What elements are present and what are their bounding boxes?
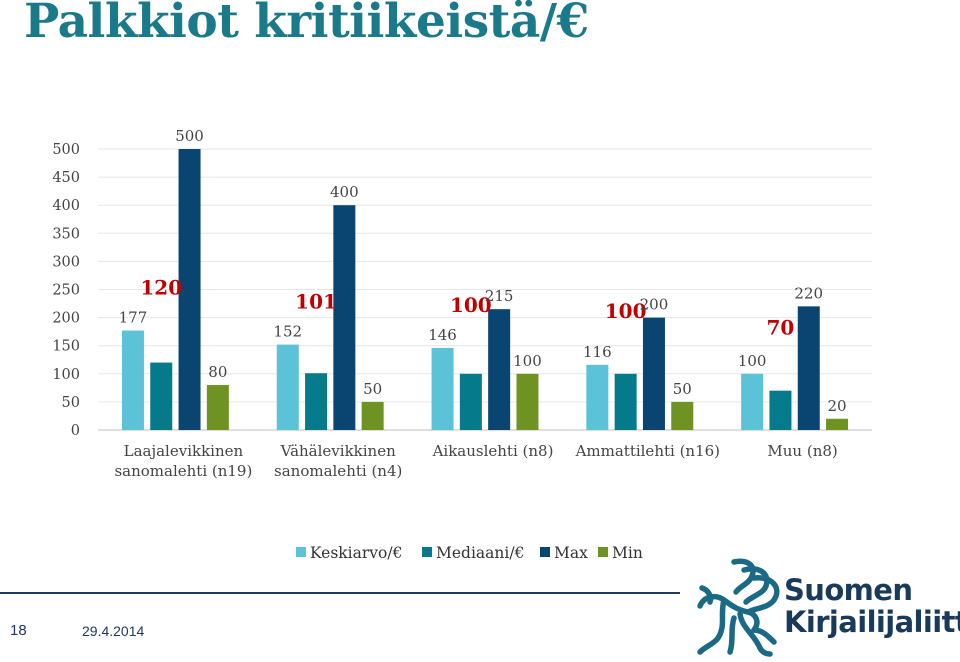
bar-min-3 [516,373,539,430]
bar-max-4 [642,317,665,430]
data-label-max: 220 [794,284,823,302]
bar-min-5 [826,418,849,430]
data-label-min: 50 [363,380,382,398]
y-tick-label: 100 [52,367,80,383]
bar-min-1 [206,385,229,430]
category-label: Aikauslehti (n8) [432,442,554,460]
legend-label: Mediaani/€ [436,544,524,562]
bar-keskiarvo-1 [121,330,144,430]
slide-date: 29.4.2014 [82,623,145,639]
bar-max-1 [178,149,201,430]
y-tick-label: 0 [71,423,80,439]
logo-line-1: Suomen [784,573,913,607]
data-label-max: 500 [175,127,204,145]
y-tick-label: 350 [52,226,80,242]
legend-item-min: Min [598,544,643,562]
y-tick-label: 150 [52,339,80,355]
data-label-keskiarvo: 100 [738,352,767,370]
data-label-keskiarvo: 146 [428,326,457,344]
page-number: 18 [10,622,27,639]
median-label: 70 [767,316,795,340]
bar-keskiarvo-3 [431,347,454,430]
bar-keskiarvo-4 [586,364,609,430]
bar-keskiarvo-2 [276,344,299,430]
y-tick-label: 500 [52,142,80,158]
data-label-min: 80 [208,363,227,381]
data-label-keskiarvo: 152 [273,323,302,341]
bar-mediaani-4 [614,373,637,430]
bar-keskiarvo-5 [741,373,764,430]
bar-max-5 [797,306,820,430]
legend-item-keskiarvo: Keskiarvo/€ [296,544,402,562]
y-tick-label: 250 [52,283,80,299]
data-label-min: 50 [673,380,692,398]
legend-swatch [540,547,550,557]
data-label-keskiarvo: 177 [119,309,148,327]
legend-label: Max [554,544,588,562]
bar-mediaani-5 [769,390,792,430]
legend-swatch [598,547,608,557]
median-label: 101 [295,290,337,314]
median-label: 100 [605,299,647,323]
bar-mediaani-1 [150,362,173,430]
y-tick-label: 400 [52,198,80,214]
data-label-max: 215 [485,287,514,305]
y-tick-label: 50 [62,395,80,411]
legend-item-max: Max [540,544,588,562]
footer-rule [0,592,680,594]
data-label-min: 20 [828,397,847,415]
category-label: Laajalevikkinen [124,442,244,460]
data-label-max: 400 [330,183,359,201]
bar-max-2 [333,205,356,430]
pegasus-icon [697,558,780,657]
kirjailijaliitto-logo: Suomen Kirjailijaliitto [690,556,960,660]
legend-item-mediaani: Mediaani/€ [422,544,524,562]
data-label-max: 200 [640,296,669,314]
category-label: Muu (n8) [767,442,837,460]
data-label-min: 100 [513,352,542,370]
grouped-bar-chart: 0 50 100 150 200 250 300 350 400 450 500 177 120 500 8… [52,127,872,562]
bar-min-4 [671,401,694,430]
category-label: Ammattilehti (n16) [575,442,720,460]
bar-max-3 [488,309,511,430]
legend-swatch [296,547,306,557]
median-label: 120 [140,276,182,300]
median-label: 100 [450,293,492,317]
legend-label: Min [612,544,643,562]
category-label: Vähälevikkinen [280,442,396,460]
y-tick-label: 450 [52,170,80,186]
bar-min-2 [361,401,384,430]
legend-label: Keskiarvo/€ [310,544,402,562]
legend-swatch [422,547,432,557]
y-tick-label: 200 [52,311,80,327]
y-tick-label: 300 [52,254,80,270]
bar-mediaani-3 [459,373,482,430]
category-label: sanomalehti (n4) [274,462,402,480]
data-label-keskiarvo: 116 [583,343,612,361]
logo-line-2: Kirjailijaliitto [784,605,960,639]
slide-title: Palkkiot kritiikeistä/€ [24,0,589,49]
category-label: sanomalehti (n19) [114,462,252,480]
bar-mediaani-2 [305,373,328,430]
